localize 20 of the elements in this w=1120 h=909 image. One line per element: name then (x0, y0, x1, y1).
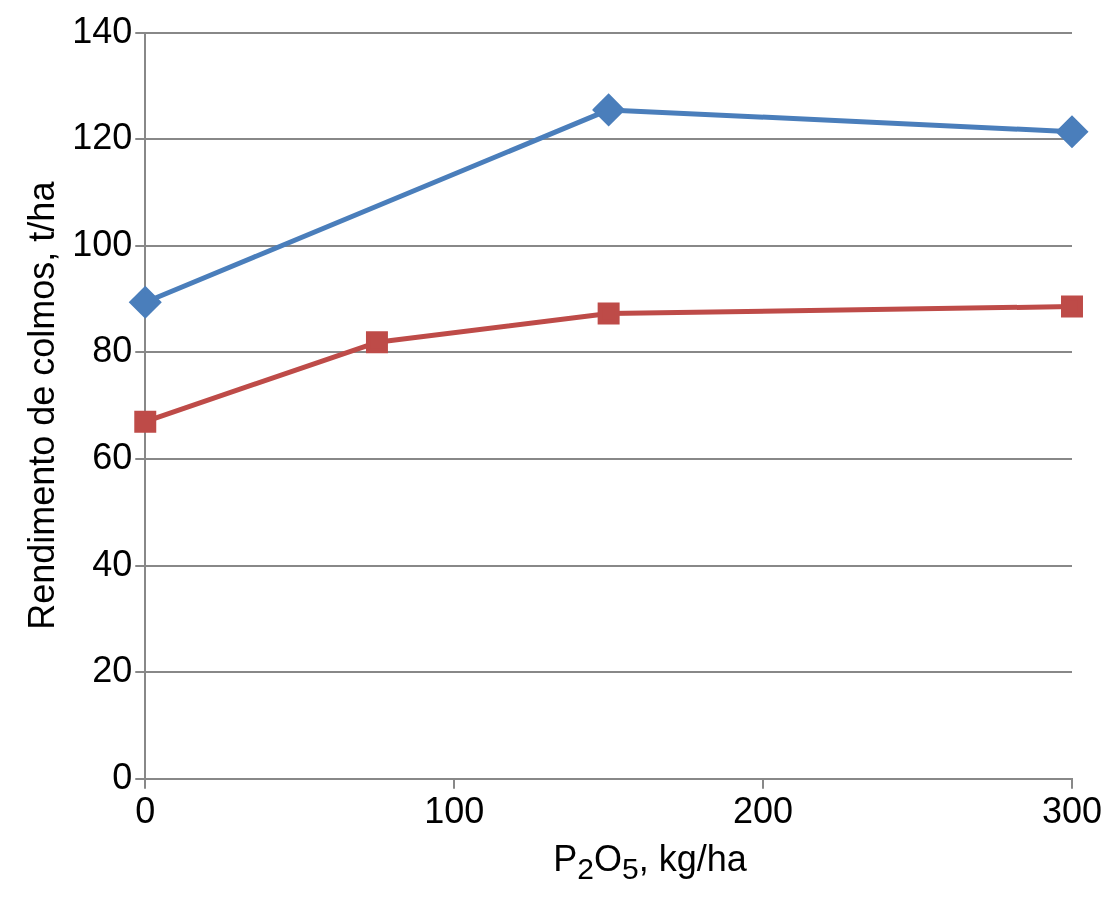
y-tick-label: 40 (92, 542, 133, 584)
y-tick-label: 60 (92, 435, 133, 477)
y-axis-title: Rendimento de colmos, t/ha (20, 180, 62, 630)
y-tick-label: 0 (112, 755, 133, 797)
point (134, 410, 157, 433)
y-tick-label: 120 (72, 116, 133, 158)
y-tick-label: 140 (72, 9, 133, 51)
point (365, 331, 388, 354)
point (593, 94, 625, 126)
y-tick-label: 20 (92, 649, 133, 691)
x-tick-label: 100 (424, 790, 485, 832)
point (129, 286, 161, 318)
x-tick-label: 200 (733, 790, 794, 832)
y-tick-label: 100 (72, 222, 133, 264)
x-axis-title: P$_{2}$O$_{5}$, kg/ha (552, 838, 748, 887)
point (1061, 295, 1083, 318)
y-tick-label: 80 (92, 329, 133, 371)
point (597, 302, 620, 325)
point (1056, 116, 1088, 148)
x-tick-label: 300 (1041, 790, 1103, 832)
